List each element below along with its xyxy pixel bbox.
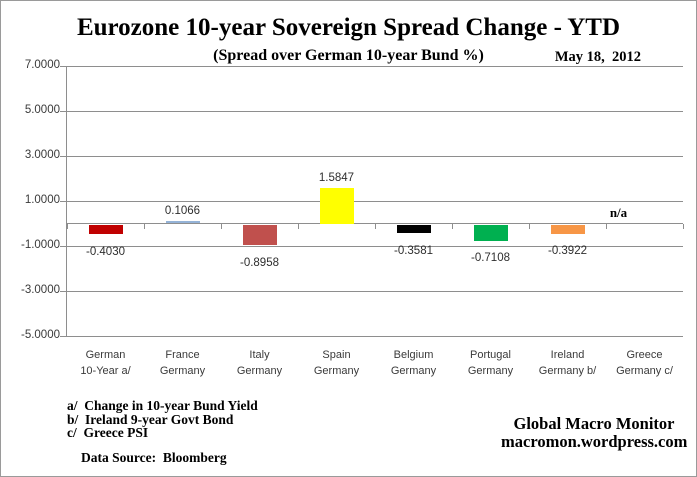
x-axis-label-line2: Germany [236,365,283,377]
gridline [67,336,683,337]
bar-spain [320,188,354,224]
x-axis-label-line2: Germany [313,365,360,377]
bar-ireland [551,225,585,234]
bar-italy [243,225,277,245]
y-axis-tick [60,156,67,157]
gridline [67,66,683,67]
value-label-greece: n/a [609,205,628,220]
credit-name: Global Macro Monitor [513,414,675,433]
plot-area: 7.0000 5.0000 3.0000 1.0000 -1.0000 -3.0000 -5… [21,59,684,377]
x-axis-label-greece: Greece Germany c/ [602,347,687,379]
footnote-c: c/ Greece PSI [67,425,149,440]
x-axis-label-line2: Germany [159,365,206,377]
x-axis-label-line2: Germany c/ [616,365,673,377]
bar-france [166,221,200,223]
x-axis-label-german: German 10-Year a/ [63,347,148,379]
x-axis-line [67,223,683,224]
x-axis-label-portugal: Portugal Germany [448,347,533,379]
x-axis-label-line1: France [165,349,200,361]
x-axis-tick [375,224,376,229]
x-axis-label-italy: Italy Germany [217,347,302,379]
x-axis-label-line1: Belgium [393,349,434,361]
y-axis-label: -1.0000 [20,239,60,251]
x-axis-tick [606,224,607,229]
bar-portugal [474,225,508,241]
gridline [67,111,683,112]
y-axis-tick [60,66,67,67]
x-axis-label-line1: Portugal [470,349,511,361]
value-label-german: -0.4030 [85,246,125,258]
value-label-italy: -0.8958 [239,257,279,269]
gridline [67,156,683,157]
x-axis-tick [221,224,222,229]
gridline [67,246,683,247]
gridline [67,291,683,292]
x-axis-tick [67,224,68,229]
x-axis-tick [529,224,530,229]
x-axis-label-spain: Spain Germany [294,347,379,379]
y-axis-tick [60,291,67,292]
x-axis-label-line1: Spain [322,349,351,361]
footnote-b: b/ Ireland 9-year Govt Bond [67,411,234,427]
x-axis-label-line1: Italy [249,349,270,361]
y-axis-tick [60,111,67,112]
x-axis-label-ireland: Ireland Germany b/ [525,347,610,379]
x-axis-tick [144,224,145,229]
chart-title: Eurozone 10-year Sovereign Spread Change… [76,14,621,41]
gridline [67,201,683,202]
y-axis-label: 3.0000 [24,149,60,161]
value-label-ireland: -0.3922 [547,245,587,257]
chart-subtitle: (Spread over German 10-year Bund %) [213,47,484,64]
x-axis-label-line2: 10-Year a/ [80,365,131,377]
x-axis-label-line2: Germany b/ [538,365,597,377]
x-axis-label-france: France Germany [140,347,225,379]
bar-german [89,225,123,234]
y-axis-tick [60,336,67,337]
y-axis-tick [60,246,67,247]
x-axis-label-line1: Greece [626,349,663,361]
x-axis-label-belgium: Belgium Germany [371,347,456,379]
bar-belgium [397,225,431,233]
x-axis-tick [452,224,453,229]
credit-url: macromon.wordpress.com [501,432,688,451]
x-axis-tick [683,224,684,229]
footnotes: a/ Change in 10-year Bund Yield b/ Irela… [67,399,258,440]
value-label-spain: 1.5847 [318,172,355,184]
y-axis-label: 7.0000 [24,59,60,71]
value-label-belgium: -0.3581 [393,245,433,257]
x-axis-label-line2: Germany [467,365,514,377]
y-axis-label: -3.0000 [20,284,60,296]
y-axis-tick [60,201,67,202]
credit-block: Global Macro Monitor macromon.wordpress.… [501,415,687,451]
y-axis-label: -5.0000 [20,329,60,341]
y-axis-label: 5.0000 [24,104,60,116]
value-label-france: 0.1066 [164,205,201,217]
y-axis-label: 1.0000 [24,194,60,206]
x-axis-tick [298,224,299,229]
value-label-portugal: -0.7108 [470,252,510,264]
data-source: Data Source: Bloomberg [81,450,227,465]
footnote-a: a/ Change in 10-year Bund Yield [67,398,258,413]
x-axis-label-line2: Germany [390,365,437,377]
x-axis-label-line1: German [85,349,126,361]
x-axis-label-line1: Ireland [550,349,585,361]
chart-date: May 18, 2012 [554,49,641,65]
